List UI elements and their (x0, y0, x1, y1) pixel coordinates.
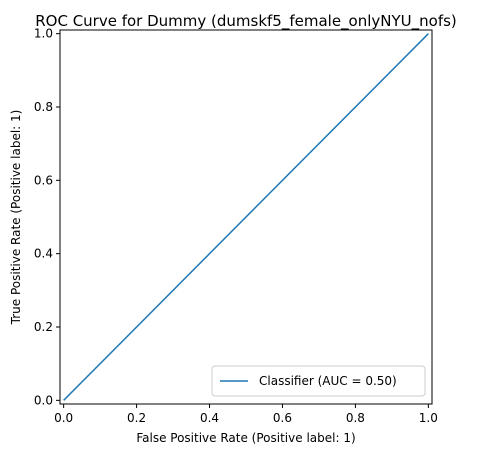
y-tick-label: 0.4 (34, 247, 53, 261)
plot-area (59, 29, 433, 405)
x-tick-label: 0.6 (273, 411, 292, 425)
y-tick-label: 0.6 (34, 173, 53, 187)
chart-title: ROC Curve for Dummy (dumskf5_female_only… (35, 12, 457, 31)
y-tick-label: 0.8 (34, 100, 53, 114)
plot-frame (59, 29, 433, 405)
legend-label: Classifier (AUC = 0.50) (259, 374, 397, 388)
legend: Classifier (AUC = 0.50) (211, 365, 426, 397)
series-line-0 (63, 33, 429, 401)
y-tick-label: 0.2 (34, 320, 53, 334)
y-axis-ticks: 0.0 0.2 0.4 0.6 0.8 1.0 (34, 27, 60, 407)
y-tick-label: 0.0 (34, 393, 53, 407)
x-tick-label: 0.0 (54, 411, 73, 425)
x-tick-label: 0.2 (127, 411, 146, 425)
x-axis-label: False Positive Rate (Positive label: 1) (136, 431, 355, 445)
x-tick-label: 0.4 (200, 411, 219, 425)
x-axis-ticks: 0.0 0.2 0.4 0.6 0.8 1.0 (54, 404, 438, 425)
y-axis-label: True Positive Rate (Positive label: 1) (9, 110, 23, 326)
y-tick-label: 1.0 (34, 27, 53, 41)
x-tick-label: 1.0 (419, 411, 438, 425)
series-layer (63, 33, 429, 401)
legend-box (211, 365, 426, 397)
x-tick-label: 0.8 (346, 411, 365, 425)
